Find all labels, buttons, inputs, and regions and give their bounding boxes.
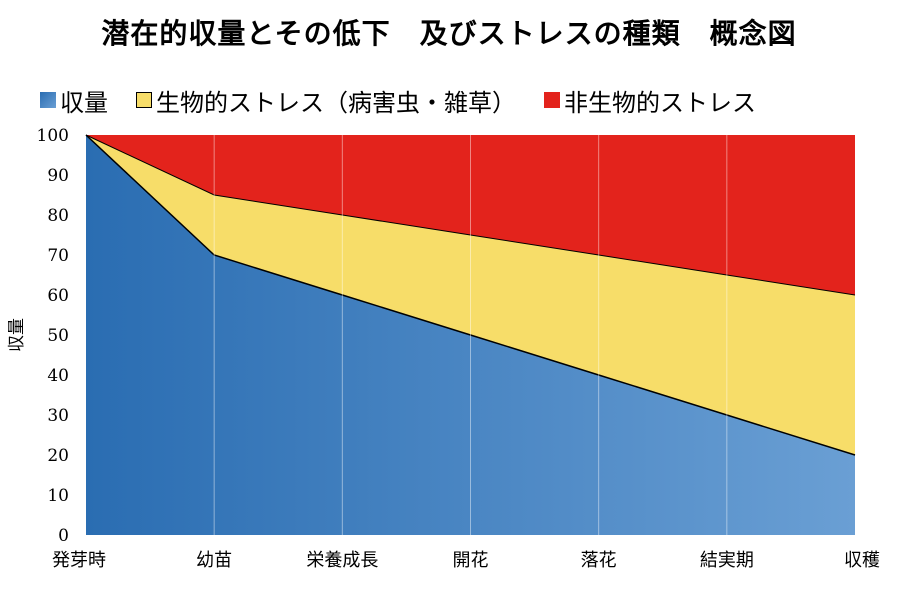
line-biotic-top: [85, 134, 856, 296]
legend-swatch-yield: [40, 92, 56, 108]
x-tick-label-6: 収穫: [844, 550, 880, 571]
legend-item-abiotic: 非生物的ストレス: [544, 83, 756, 118]
legend-label-abiotic: 非生物的ストレス: [564, 88, 756, 117]
y-axis-label: 収量: [7, 318, 27, 352]
x-tick-label-3: 開花: [453, 550, 489, 571]
legend-swatch-abiotic: [544, 92, 560, 108]
x-tick-label-4: 落花: [581, 550, 617, 571]
legend-swatch-biotic: [136, 92, 152, 108]
y-tick-label-60: 60: [47, 286, 69, 306]
area-abiotic-stress: [86, 135, 855, 295]
chart-legend: 収量 生物的ストレス（病害虫・雑草） 非生物的ストレス: [40, 80, 784, 120]
y-tick-label-90: 90: [47, 166, 69, 186]
y-tick-label-10: 10: [47, 486, 69, 506]
legend-label-biotic: 生物的ストレス（病害虫・雑草）: [156, 88, 516, 117]
x-tick-label-2: 栄養成長: [306, 550, 378, 571]
legend-item-yield: 収量: [40, 83, 108, 118]
area-biotic-stress: [86, 135, 855, 455]
y-tick-label-20: 20: [47, 446, 69, 466]
x-tick-label-1: 幼苗: [196, 550, 232, 571]
legend-item-biotic: 生物的ストレス（病害虫・雑草）: [136, 83, 516, 118]
y-tick-label-70: 70: [47, 246, 69, 266]
chart-title: 潜在的収量とその低下 及びストレスの種類 概念図: [101, 17, 797, 50]
y-tick-label-30: 30: [47, 406, 69, 426]
y-tick-label-0: 0: [58, 526, 69, 546]
y-tick-label-50: 50: [47, 326, 69, 346]
y-tick-label-100: 100: [37, 126, 69, 146]
y-tick-label-40: 40: [47, 366, 69, 386]
x-tick-label-0: 発芽時: [52, 550, 106, 571]
y-tick-label-80: 80: [47, 206, 69, 226]
x-tick-label-5: 結実期: [700, 550, 754, 571]
legend-label-yield: 収量: [60, 88, 108, 117]
line-yield-top: [85, 134, 856, 456]
